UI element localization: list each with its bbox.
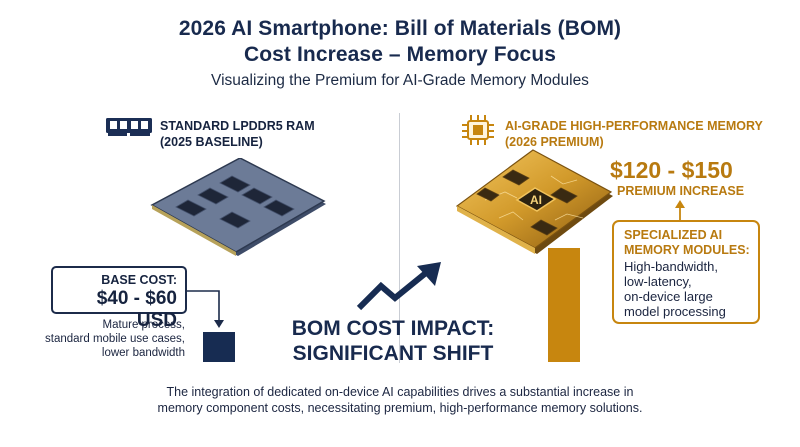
ai-chip-icon	[462, 115, 494, 145]
page-title-line2: Cost Increase – Memory Focus	[243, 43, 557, 66]
premium-up-arrow-icon	[675, 200, 685, 222]
base-cost-label: BASE COST:	[101, 273, 177, 287]
footer-line: memory component costs, necessitating pr…	[157, 401, 643, 415]
ai-memory-label: AI-GRADE HIGH-PERFORMANCE MEMORY (2026 P…	[505, 118, 765, 150]
base-desc-line: Mature process,	[102, 319, 185, 331]
ai-memory-premium-tag: (2026 PREMIUM)	[505, 135, 604, 149]
premium-cost-bar	[548, 248, 580, 362]
base-cost-connector-arrow	[187, 290, 224, 328]
footer-caption: The integration of dedicated on-device A…	[0, 384, 800, 416]
base-desc-line: standard mobile use cases,	[45, 333, 185, 345]
premium-increase-label: PREMIUM INCREASE	[617, 184, 745, 198]
standard-ram-baseline: (2025 BASELINE)	[160, 135, 263, 149]
spec-desc-line: High-bandwidth,	[624, 259, 718, 274]
standard-ram-title: STANDARD LPDDR5 RAM	[160, 119, 315, 133]
specialized-memory-box: SPECIALIZED AI MEMORY MODULES: High-band…	[612, 220, 760, 324]
specialized-memory-title: SPECIALIZED AI MEMORY MODULES:	[624, 228, 752, 258]
bom-cost-impact: BOM COST IMPACT: SIGNIFICANT SHIFT	[278, 316, 508, 366]
spec-title-line: MEMORY MODULES:	[624, 243, 750, 257]
specialized-memory-description: High-bandwidth, low-latency, on-device l…	[624, 259, 752, 319]
impact-line: BOM COST IMPACT:	[291, 317, 495, 340]
footer-line: The integration of dedicated on-device A…	[166, 385, 634, 399]
base-cost-value: $40 - $60 USD	[96, 288, 177, 331]
trend-up-arrow-icon	[356, 262, 441, 311]
impact-line: SIGNIFICANT SHIFT	[292, 342, 494, 365]
premium-cost-value: $120 - $150	[610, 157, 733, 183]
spec-title-line: SPECIALIZED AI	[624, 228, 723, 242]
ai-memory-title: AI-GRADE HIGH-PERFORMANCE MEMORY	[505, 119, 763, 133]
standard-ram-label: STANDARD LPDDR5 RAM (2025 BASELINE)	[160, 118, 370, 150]
spec-desc-line: model processing	[624, 304, 726, 319]
ai-chip-text: AI	[530, 193, 542, 207]
base-cost-bar	[203, 332, 235, 362]
ram-stick-icon	[106, 118, 152, 136]
page-subtitle: Visualizing the Premium for AI-Grade Mem…	[211, 72, 589, 89]
base-cost-box: BASE COST: $40 - $60 USD	[51, 266, 187, 331]
standard-ram-module-illustration	[150, 158, 326, 256]
center-divider	[399, 113, 400, 363]
base-cost-description: Mature process, standard mobile use case…	[20, 318, 185, 360]
page-title: 2026 AI Smartphone: Bill of Materials (B…	[178, 17, 622, 40]
base-desc-line: lower bandwidth	[101, 347, 185, 359]
spec-desc-line: on-device large	[624, 289, 713, 304]
ai-memory-module-illustration: AI	[455, 149, 613, 254]
spec-desc-line: low-latency,	[624, 274, 692, 289]
